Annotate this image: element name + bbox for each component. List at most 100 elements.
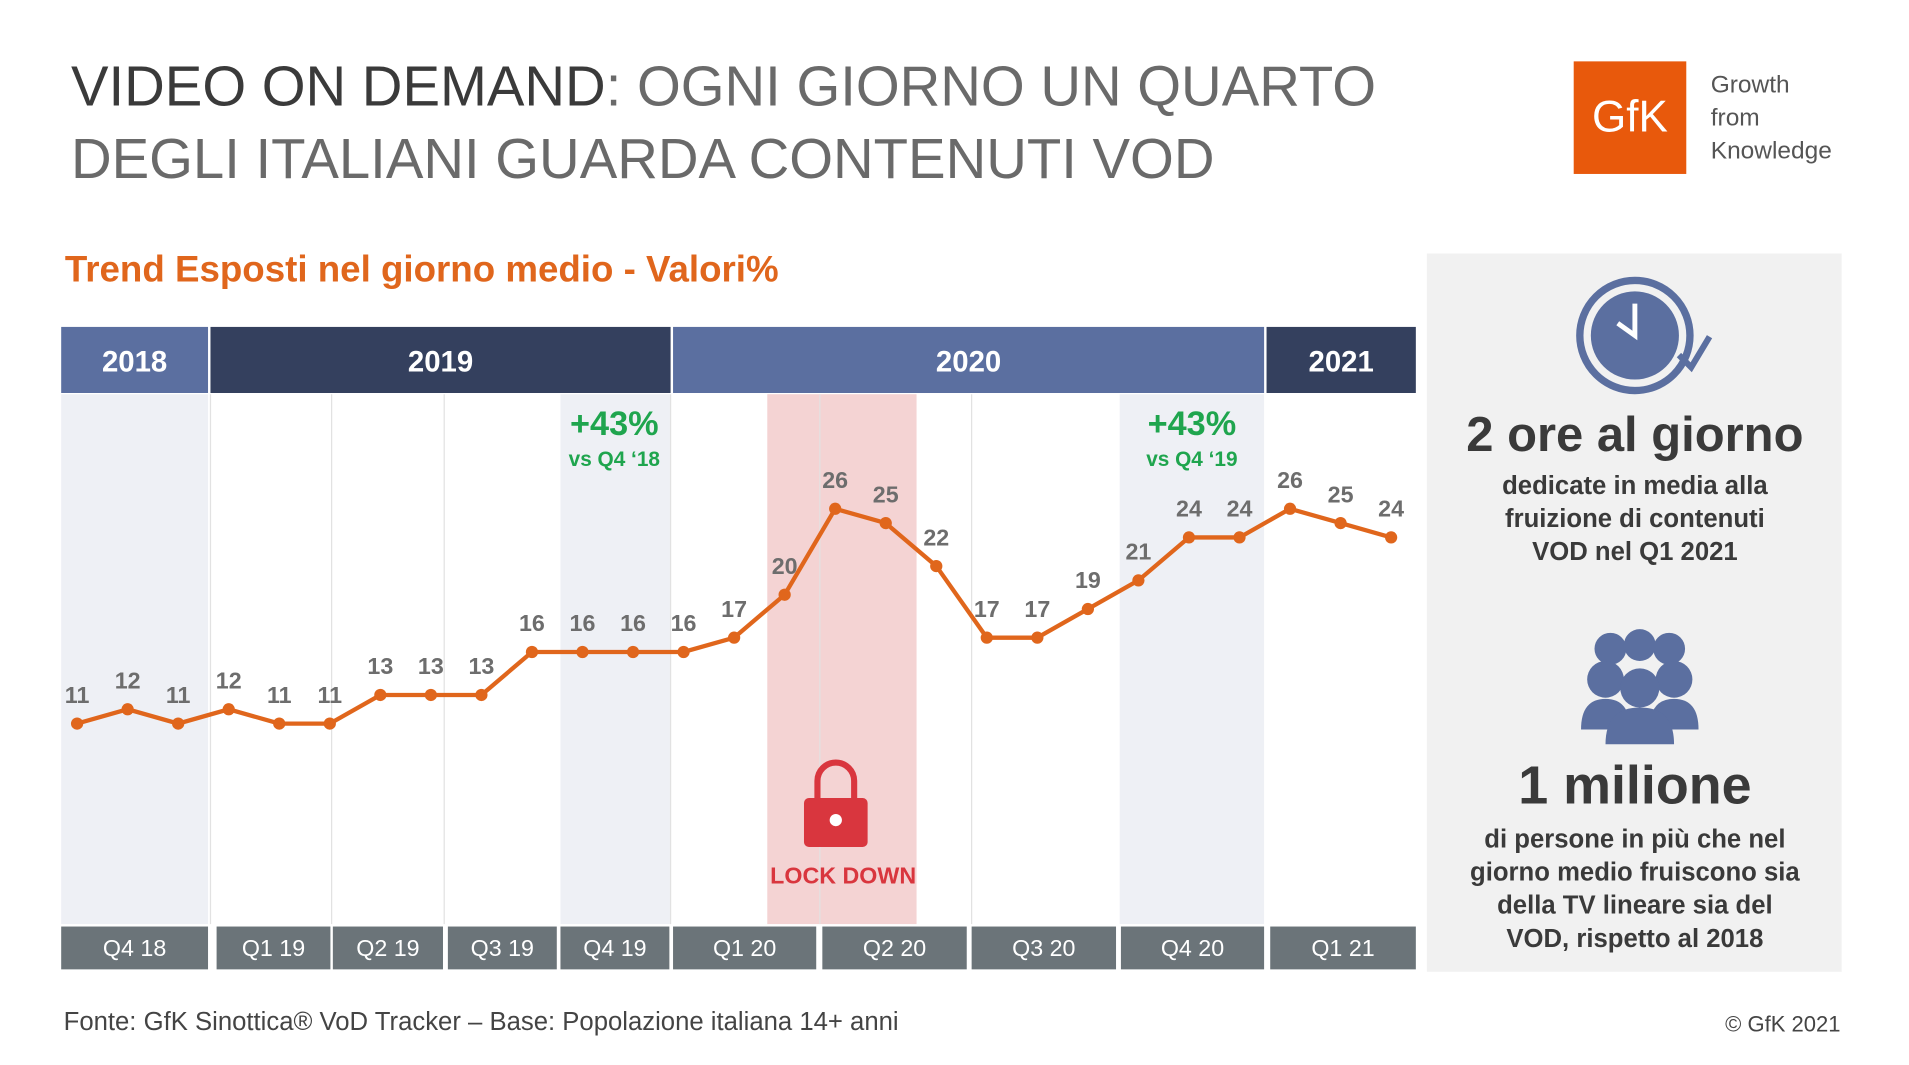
source: Fonte: GfK Sinottica® VoD Tracker – Base… — [64, 1008, 899, 1036]
annotation: +43% — [1148, 405, 1237, 443]
value-label: 20 — [772, 553, 798, 579]
point — [1081, 602, 1095, 616]
point — [778, 588, 791, 601]
point — [626, 645, 640, 659]
year-bar — [61, 326, 209, 393]
value-label: 13 — [367, 653, 393, 679]
quarter-label: Q2 20 — [863, 935, 926, 961]
value-label: 12 — [216, 667, 242, 693]
point — [70, 717, 84, 730]
year-bar — [1266, 326, 1416, 393]
value-label: 21 — [1125, 539, 1151, 565]
stat-text: della TV lineare sia del — [1497, 892, 1773, 920]
stat-text: VOD nel Q1 2021 — [1532, 538, 1738, 566]
annotation: +43% — [570, 405, 659, 443]
point — [525, 645, 539, 659]
value-label: 24 — [1227, 496, 1253, 522]
title-line2: DEGLI ITALIANI GUARDA CONTENUTI VOD — [71, 127, 1215, 190]
clock-hands — [1616, 303, 1638, 341]
quarter-bar — [216, 926, 331, 970]
logo: GfK — [1592, 93, 1668, 142]
quarter-bar — [61, 926, 209, 970]
value-label: 25 — [1328, 481, 1354, 507]
value-label: 16 — [570, 610, 596, 636]
quarter-label: Q1 21 — [1311, 935, 1374, 961]
stat-text: dedicate in media alla — [1502, 472, 1768, 500]
year-label: 2020 — [936, 345, 1001, 378]
shade — [1119, 394, 1265, 925]
point — [1233, 531, 1246, 544]
point — [1031, 631, 1044, 644]
quarter-bar — [673, 926, 817, 970]
value-label: 13 — [468, 653, 494, 679]
value-label: 11 — [317, 682, 342, 708]
stat: 2 ore al giorno — [1466, 408, 1803, 462]
point — [424, 688, 437, 702]
point — [727, 631, 741, 644]
quarter-bar — [971, 926, 1117, 970]
quarter-label: Q3 19 — [471, 935, 534, 961]
value-label: 12 — [115, 667, 141, 693]
logo-box — [1573, 61, 1687, 174]
tagline: Knowledge — [1711, 137, 1832, 164]
value-label: 11 — [166, 682, 191, 708]
point — [576, 645, 589, 659]
stat-text: VOD, rispetto al 2018 — [1506, 925, 1763, 953]
value-label: 11 — [65, 682, 90, 708]
quarter-bar — [1270, 926, 1416, 970]
value-label: 17 — [1024, 596, 1050, 622]
shade — [61, 394, 209, 925]
point — [172, 717, 185, 730]
point — [273, 717, 286, 730]
stat-text: giorno medio fruiscono sia — [1470, 859, 1800, 887]
point — [121, 703, 134, 716]
point — [222, 703, 235, 716]
shade — [560, 394, 671, 925]
tagline: from — [1711, 104, 1760, 131]
title: VIDEO ON DEMAND: OGNI GIORNO UN QUARTO — [71, 55, 1376, 118]
quarter-bar — [447, 926, 557, 970]
point — [930, 559, 943, 573]
value-label: 16 — [671, 610, 697, 636]
point — [980, 631, 993, 644]
value-label: 16 — [620, 610, 646, 636]
point — [829, 502, 842, 515]
point — [1132, 574, 1145, 587]
value-label: 16 — [519, 610, 545, 636]
value-label: 13 — [418, 653, 444, 679]
quarter-label: Q1 20 — [713, 935, 776, 961]
quarter-label: Q4 19 — [583, 935, 646, 961]
point — [879, 516, 892, 530]
point — [677, 645, 690, 659]
lock-shackle — [814, 759, 858, 799]
value-label: 22 — [923, 524, 949, 550]
value-label: 17 — [721, 596, 747, 622]
point — [1283, 502, 1297, 515]
stat-text: fruizione di contenuti — [1505, 505, 1765, 533]
quarter-bar — [560, 926, 670, 970]
year-bar — [210, 326, 671, 393]
value-label: 19 — [1075, 567, 1101, 593]
value-label: 26 — [822, 467, 848, 493]
value-label: 26 — [1277, 467, 1303, 493]
title-bold: VIDEO ON DEMAND — [71, 55, 606, 118]
clock-arrow — [1676, 335, 1713, 373]
quarter-label: Q4 20 — [1161, 935, 1224, 961]
quarter-label: Q2 19 — [356, 935, 419, 961]
stat-text: di persone in più che nel — [1484, 826, 1785, 854]
quarter-label: Q1 19 — [242, 935, 305, 961]
annotation-sub: vs Q4 ‘19 — [1146, 448, 1237, 471]
point — [323, 717, 336, 730]
point — [1385, 531, 1398, 544]
point — [1334, 516, 1347, 530]
quarter-bar — [1120, 926, 1265, 970]
year-label: 2018 — [102, 345, 167, 378]
value-label: 24 — [1378, 496, 1404, 522]
point — [374, 688, 387, 702]
people-icon — [1581, 629, 1699, 745]
value-label: 17 — [974, 596, 1000, 622]
chart-title: Trend Esposti nel giorno medio - Valori% — [65, 249, 779, 290]
title-rest: : OGNI GIORNO UN QUARTO — [606, 55, 1376, 118]
value-label: 25 — [873, 481, 899, 507]
